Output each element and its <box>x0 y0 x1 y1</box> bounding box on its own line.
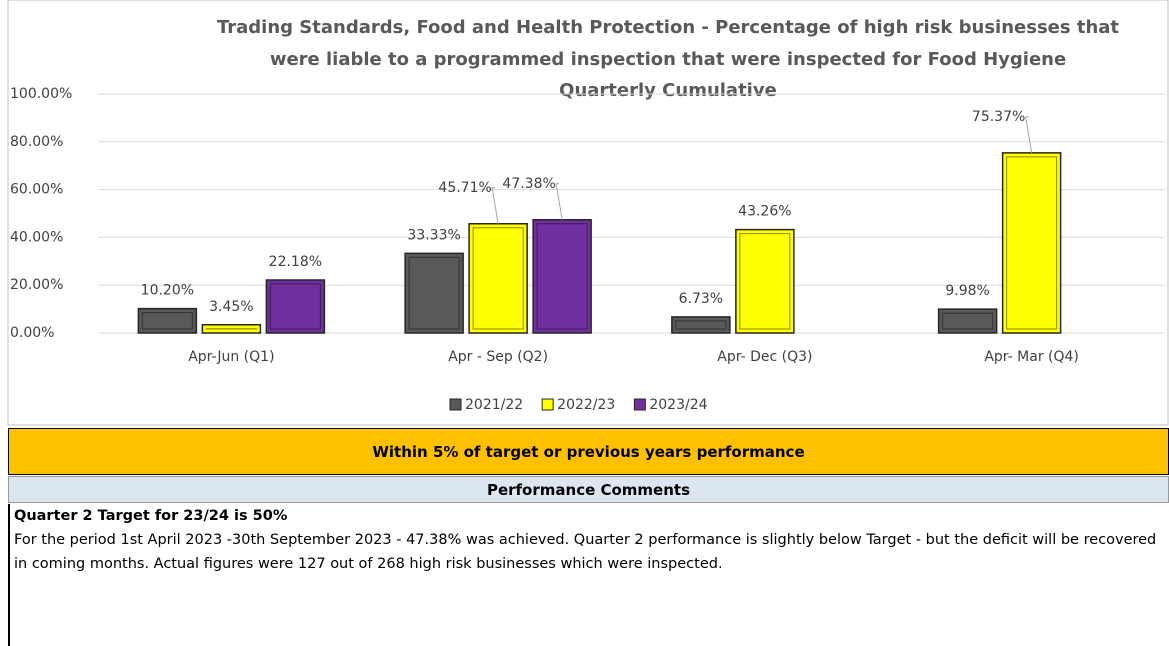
legend-swatch <box>541 398 554 411</box>
bar-bevel <box>536 223 588 330</box>
chart-title: Trading Standards, Food and Health Prote… <box>217 17 1119 38</box>
value-label: 43.26% <box>738 204 791 220</box>
bar <box>532 219 592 334</box>
bar-bevel <box>408 256 460 330</box>
value-label: 6.73% <box>679 291 723 307</box>
comments-title: Quarter 2 Target for 23/24 is 50% <box>14 508 288 524</box>
x-tick-label: Apr-Jun (Q1) <box>188 349 274 365</box>
bar-bevel <box>942 312 994 330</box>
value-label: 10.20% <box>141 283 194 299</box>
x-tick-label: Apr- Mar (Q4) <box>984 349 1079 365</box>
bar <box>137 307 198 334</box>
value-label: 45.71% <box>438 180 491 196</box>
bar-bevel <box>739 233 791 330</box>
y-tick-label: 60.00% <box>10 182 63 198</box>
bar-bevel <box>141 312 193 330</box>
legend-label: 2023/24 <box>649 397 707 413</box>
comments: Quarter 2 Target for 23/24 is 50% For th… <box>8 504 1169 646</box>
leader-line <box>1025 116 1033 153</box>
bar <box>671 316 731 334</box>
y-tick-label: 100.00% <box>10 86 72 102</box>
status-banner: Within 5% of target or previous years pe… <box>8 428 1169 475</box>
bar <box>468 223 528 334</box>
bar-bevel <box>472 227 524 330</box>
y-tick-label: 20.00% <box>10 277 63 293</box>
chart: Trading Standards, Food and Health Prote… <box>7 0 1169 426</box>
x-tick-label: Apr - Sep (Q2) <box>448 349 548 365</box>
value-label: 75.37% <box>972 109 1025 125</box>
y-tick-label: 40.00% <box>10 229 63 245</box>
legend-label: 2022/23 <box>557 397 615 413</box>
bar-bevel <box>269 283 321 330</box>
chart-frame <box>7 0 1169 426</box>
bar-bevel <box>1006 156 1058 330</box>
comments-heading: Performance Comments <box>8 476 1169 503</box>
bar <box>201 324 262 334</box>
chart-subtitle: Quarterly Cumulative <box>559 80 777 101</box>
value-label: 22.18% <box>269 254 322 270</box>
bar <box>404 252 464 334</box>
value-label: 33.33% <box>407 227 460 243</box>
value-label: 9.98% <box>945 283 989 299</box>
legend-swatch <box>449 398 462 411</box>
legend-label: 2021/22 <box>465 397 523 413</box>
legend-swatch <box>633 398 646 411</box>
comments-text: For the period 1st April 2023 -30th Sept… <box>14 532 1157 572</box>
x-tick-label: Apr- Dec (Q3) <box>717 349 812 365</box>
chart-title: were liable to a programmed inspection t… <box>270 49 1066 70</box>
leader-line <box>491 187 499 224</box>
y-tick-label: 0.00% <box>10 325 54 341</box>
value-label: 47.38% <box>502 176 555 192</box>
bar <box>1001 152 1062 334</box>
value-label: 3.45% <box>209 299 253 315</box>
bar <box>735 228 795 334</box>
y-tick-label: 80.00% <box>10 134 63 150</box>
bar <box>265 279 326 334</box>
bar-bevel <box>675 320 727 330</box>
leader-line <box>555 183 563 220</box>
bar <box>937 308 998 334</box>
